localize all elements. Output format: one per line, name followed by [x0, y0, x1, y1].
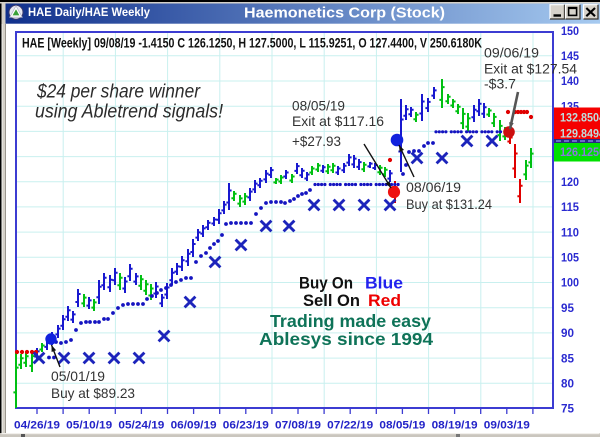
svg-text:126.1250: 126.1250: [560, 145, 600, 159]
svg-text:$24 per share winner: $24 per share winner: [36, 82, 201, 103]
svg-text:05/01/19: 05/01/19: [51, 368, 105, 384]
svg-text:129.8494: 129.8494: [560, 127, 600, 141]
svg-text:Buy at $89.23: Buy at $89.23: [51, 385, 135, 401]
svg-text:using Abletrend signals!: using Abletrend signals!: [35, 102, 224, 123]
svg-text:Exit at $117.16: Exit at $117.16: [292, 113, 384, 129]
svg-text:80: 80: [561, 377, 574, 391]
svg-text:+$27.93: +$27.93: [292, 133, 341, 149]
svg-text:07/08/19: 07/08/19: [275, 420, 321, 432]
svg-text:07/22/19: 07/22/19: [327, 420, 373, 432]
svg-text:HAE [Weekly] 09/08/19 -1.4150: HAE [Weekly] 09/08/19 -1.4150 C 126.1250…: [22, 36, 482, 51]
svg-text:Red: Red: [368, 292, 401, 310]
svg-text:105: 105: [561, 251, 579, 265]
svg-text:90: 90: [561, 326, 574, 340]
svg-text:09/03/19: 09/03/19: [484, 420, 530, 432]
svg-text:Exit at $127.54: Exit at $127.54: [484, 62, 577, 77]
svg-text:08/05/19: 08/05/19: [379, 420, 425, 432]
svg-text:Sell On: Sell On: [303, 292, 360, 310]
svg-text:08/05/19: 08/05/19: [292, 98, 345, 114]
svg-text:HAE Daily/HAE Weekly: HAE Daily/HAE Weekly: [28, 5, 150, 19]
svg-text:115: 115: [561, 200, 579, 214]
svg-text:Haemonetics Corp (Stock): Haemonetics Corp (Stock): [244, 6, 445, 22]
svg-text:-$3.7: -$3.7: [484, 77, 516, 92]
svg-text:Buy at $131.24: Buy at $131.24: [406, 196, 492, 212]
svg-text:Ablesys since 1994: Ablesys since 1994: [259, 329, 433, 349]
svg-text:09/06/19: 09/06/19: [484, 46, 539, 61]
svg-text:132.8504: 132.8504: [560, 111, 600, 125]
svg-text:75: 75: [561, 402, 574, 416]
svg-text:06/09/19: 06/09/19: [171, 420, 217, 432]
svg-text:110: 110: [561, 225, 579, 239]
svg-text:08/06/19: 08/06/19: [406, 179, 461, 195]
svg-text:06/23/19: 06/23/19: [223, 420, 269, 432]
svg-text:120: 120: [561, 175, 579, 189]
svg-text:95: 95: [561, 301, 574, 315]
svg-text:05/24/19: 05/24/19: [118, 420, 164, 432]
svg-text:85: 85: [561, 351, 574, 365]
svg-text:04/26/19: 04/26/19: [14, 420, 60, 432]
svg-text:150: 150: [561, 24, 579, 38]
svg-text:05/10/19: 05/10/19: [66, 420, 112, 432]
svg-text:Trading made easy: Trading made easy: [270, 311, 431, 331]
svg-text:Buy On: Buy On: [299, 275, 353, 293]
svg-text:Blue: Blue: [365, 275, 403, 293]
svg-text:100: 100: [561, 276, 579, 290]
svg-text:08/19/19: 08/19/19: [432, 420, 478, 432]
